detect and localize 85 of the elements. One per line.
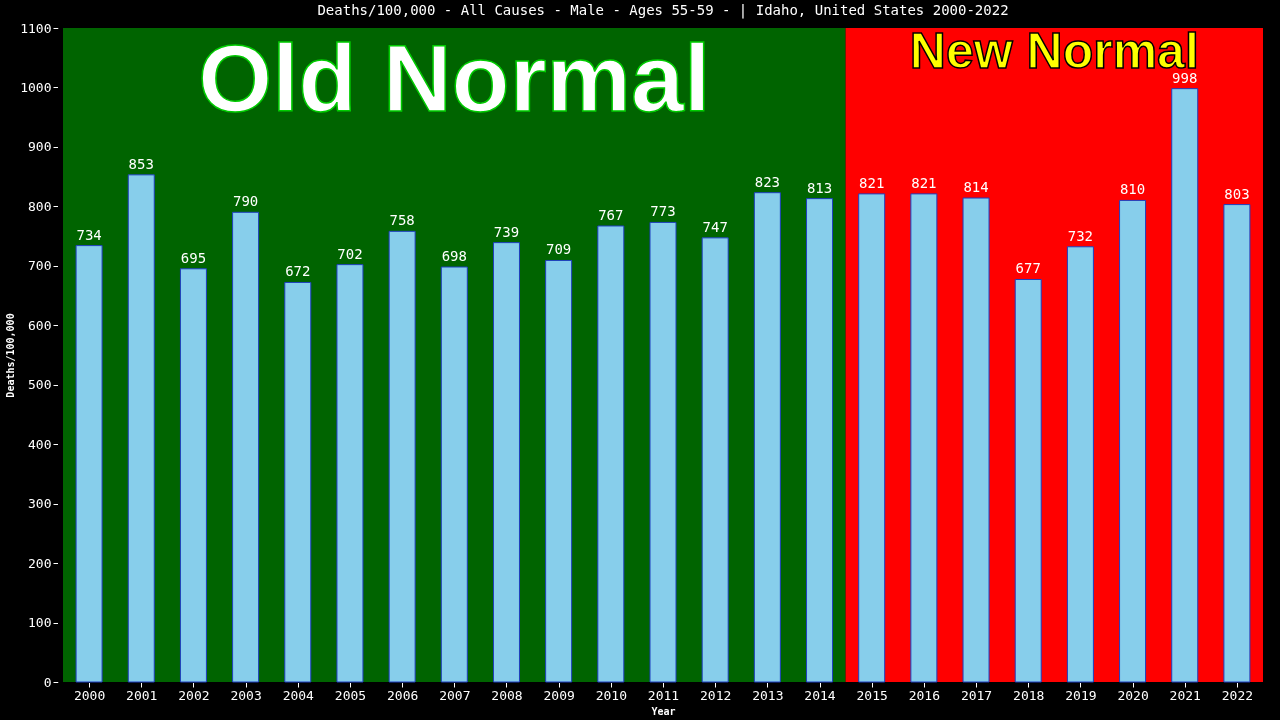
bar <box>545 259 573 683</box>
bar <box>597 225 625 683</box>
bar <box>492 242 520 683</box>
bar <box>962 197 990 683</box>
y-tick-label: 700 <box>28 258 52 274</box>
bar <box>701 237 729 683</box>
data-label: 758 <box>389 212 415 229</box>
data-label: 672 <box>285 263 311 280</box>
chart-title: Deaths/100,000 - All Causes - Male - Ages 55-59 - | Idaho, United States 2000-2022 <box>317 2 1009 19</box>
data-label: 998 <box>1172 69 1198 86</box>
data-label: 823 <box>754 173 780 190</box>
data-label: 709 <box>546 241 572 258</box>
y-tick-label: 800 <box>28 198 52 214</box>
bar <box>1223 204 1251 683</box>
y-tick-label: 500 <box>28 377 52 393</box>
x-tick-label: 2016 <box>908 687 941 703</box>
bar <box>232 211 260 683</box>
bar <box>858 193 886 683</box>
data-label: 813 <box>806 179 833 196</box>
data-label: 677 <box>1015 260 1041 277</box>
x-tick-label: 2011 <box>647 687 680 703</box>
x-tick-label: 2001 <box>126 687 158 703</box>
y-tick-label: 200 <box>28 555 52 571</box>
data-label: 773 <box>650 203 676 220</box>
x-tick-label: 2019 <box>1065 687 1097 703</box>
data-label: 803 <box>1224 185 1250 202</box>
x-tick-label: 2015 <box>856 687 888 703</box>
x-tick-label: 2008 <box>491 687 523 703</box>
y-tick-label: 100 <box>28 615 52 631</box>
bar <box>753 192 781 683</box>
y-tick-label: 0 <box>43 674 52 690</box>
band-label: Old Normal <box>198 25 711 131</box>
y-tick-label: 300 <box>28 496 52 512</box>
x-tick-label: 2013 <box>752 687 784 703</box>
x-axis-title: Year <box>651 705 676 717</box>
data-label: 767 <box>598 206 624 223</box>
bar <box>440 266 468 683</box>
x-tick-label: 2020 <box>1117 687 1149 703</box>
bar <box>336 264 364 683</box>
data-label: 734 <box>76 226 102 243</box>
data-label: 821 <box>911 174 937 191</box>
bar <box>649 221 677 683</box>
y-tick-label: 1100 <box>20 20 52 36</box>
x-tick-label: 2000 <box>73 687 106 703</box>
bar <box>179 268 207 683</box>
x-tick-label: 2005 <box>334 687 367 703</box>
x-tick-label: 2022 <box>1221 687 1254 703</box>
bar <box>75 245 103 683</box>
y-tick-label: 600 <box>28 317 52 333</box>
data-label: 814 <box>963 179 989 196</box>
x-tick-label: 2006 <box>386 687 419 703</box>
x-tick-label: 2003 <box>230 687 262 703</box>
data-label: 698 <box>441 248 467 265</box>
x-tick-label: 2004 <box>282 687 315 703</box>
bar <box>127 174 155 683</box>
x-tick-label: 2010 <box>595 687 627 703</box>
y-tick-label: 1000 <box>20 79 52 95</box>
data-label: 732 <box>1067 227 1094 244</box>
data-label: 747 <box>702 218 728 235</box>
y-axis-title: Deaths/100,000 <box>5 313 17 398</box>
x-tick-label: 2002 <box>178 687 210 703</box>
data-label: 739 <box>493 223 520 240</box>
x-tick-label: 2012 <box>700 687 732 703</box>
data-label: 810 <box>1119 181 1146 198</box>
bar <box>1014 278 1042 683</box>
data-label: 790 <box>232 193 259 210</box>
data-label: 695 <box>180 249 207 266</box>
bar <box>806 198 834 683</box>
bar <box>910 193 938 683</box>
bar <box>1171 88 1199 683</box>
x-tick-label: 2009 <box>543 687 575 703</box>
bar <box>1066 246 1094 683</box>
x-tick-label: 2021 <box>1169 687 1201 703</box>
bar <box>1119 199 1147 683</box>
bar <box>284 281 312 683</box>
x-tick-label: 2017 <box>960 687 993 703</box>
y-tick-label: 400 <box>28 436 52 452</box>
y-tick-label: 900 <box>28 139 52 155</box>
bar <box>388 230 416 683</box>
data-label: 821 <box>859 174 885 191</box>
data-label: 702 <box>337 245 363 262</box>
x-tick-label: 2018 <box>1013 687 1045 703</box>
x-tick-label: 2014 <box>804 687 836 703</box>
data-label: 853 <box>128 155 154 172</box>
x-tick-label: 2007 <box>439 687 471 703</box>
